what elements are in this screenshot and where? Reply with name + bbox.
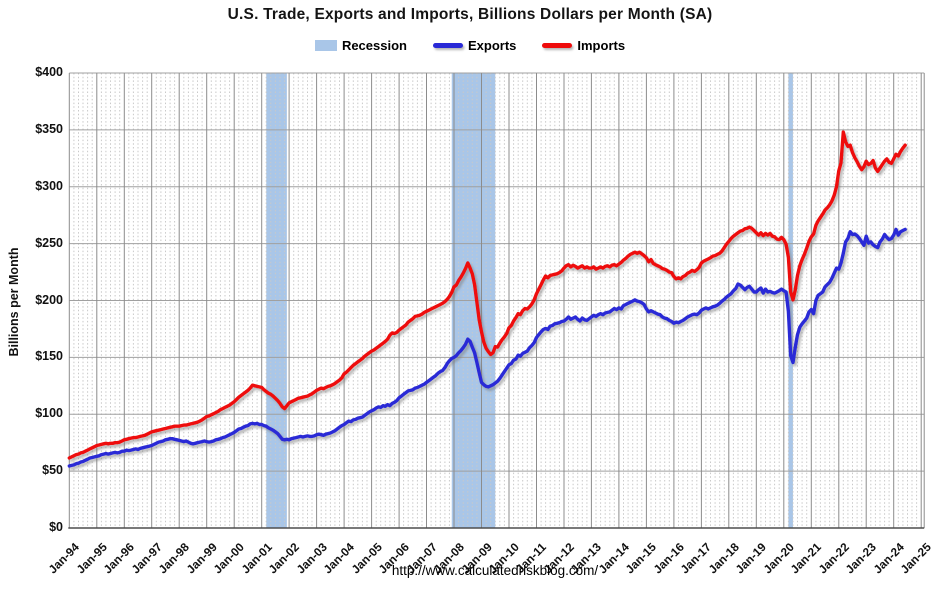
exports-line-swatch: [432, 43, 463, 48]
y-tick-label: $250: [35, 235, 63, 250]
y-tick-label: $0: [49, 520, 63, 534]
y-tick-label: $200: [35, 292, 63, 307]
data-lines: [67, 130, 907, 468]
gridlines: [68, 72, 925, 529]
footer-url: http://www.calculatedriskblog.com/: [391, 563, 599, 578]
y-tick-label: $150: [35, 349, 63, 364]
page-title: U.S. Trade, Exports and Imports, Billion…: [227, 6, 713, 23]
legend-label-imports: Imports: [577, 38, 626, 53]
y-tick-label: $300: [35, 178, 63, 193]
legend-label-exports: Exports: [467, 38, 517, 53]
y-tick-label: $350: [35, 121, 63, 136]
exports-line: [67, 227, 907, 468]
y-tick-label: $400: [35, 65, 63, 79]
imports-line: [67, 130, 907, 460]
legend-item-imports: Imports: [542, 38, 625, 53]
legend-item-recession: Recession: [314, 38, 407, 53]
legend-item-exports: Exports: [432, 38, 517, 53]
imports-line-swatch: [542, 43, 573, 48]
y-tick-label: $100: [35, 406, 63, 421]
legend-label-recession: Recession: [341, 38, 407, 53]
recession-swatch: [314, 40, 337, 51]
legend: Recession Exports Imports: [0, 38, 940, 53]
y-tick-label: $50: [42, 463, 63, 478]
